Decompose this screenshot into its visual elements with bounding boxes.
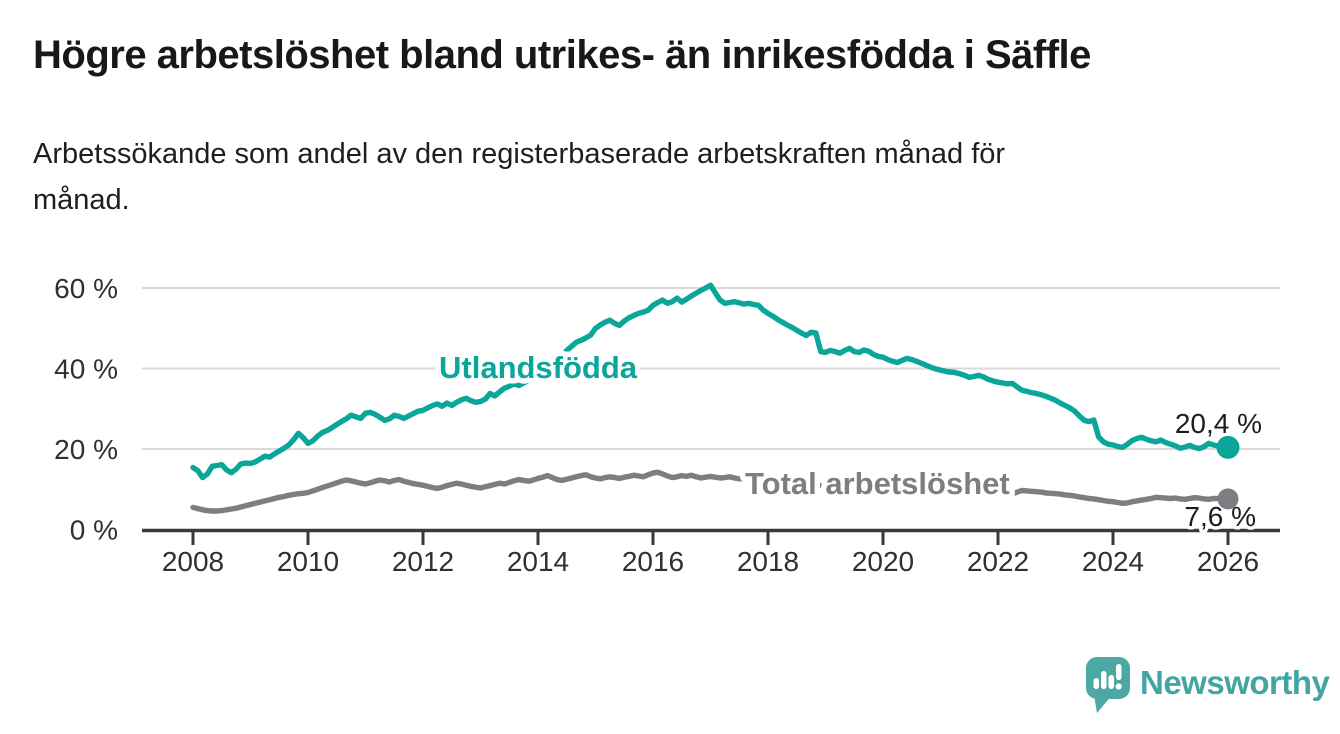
logo-bar-1 xyxy=(1093,678,1099,689)
series-line-utlandsfodda xyxy=(190,282,1231,481)
gridlines xyxy=(142,287,1280,450)
x-axis xyxy=(142,528,1280,545)
series-lines xyxy=(190,282,1231,514)
end-dots xyxy=(1216,435,1240,510)
logo-exclamation-dot xyxy=(1115,683,1122,690)
series-label-total-arbetsloshet: Total arbetslöshet xyxy=(745,466,1010,501)
brand-wordmark: Newsworthy xyxy=(1140,664,1331,701)
subtitle-line-1: Arbetssökande som andel av den registerb… xyxy=(33,138,1006,170)
y-tick-label-40: 40 % xyxy=(54,354,118,385)
subtitle-line-2: månad. xyxy=(33,184,130,216)
y-tick-label-20: 20 % xyxy=(54,434,118,465)
x-tick-label-2024: 2024 xyxy=(1082,546,1144,577)
logo-bars-icon xyxy=(1093,664,1122,690)
chart-subtitle: Arbetssökande som andel av den registerb… xyxy=(33,131,1005,223)
series-labels: Utlandsfödda Total arbetslöshet xyxy=(434,345,1016,507)
series-line-total-arbetsloshet xyxy=(190,469,1231,514)
end-value-utlandsfodda: 20,4 % xyxy=(1175,408,1262,439)
newsworthy-logo: Newsworthy xyxy=(1086,657,1331,713)
y-axis-labels: 0 % 20 % 40 % 60 % xyxy=(54,273,118,546)
x-axis-labels: 2008 2010 2012 2014 2016 2018 2020 2022 2024 2026 xyxy=(162,546,1259,577)
x-tick-label-2008: 2008 xyxy=(162,546,224,577)
x-tick-label-2016: 2016 xyxy=(622,546,684,577)
x-tick-label-2020: 2020 xyxy=(852,546,914,577)
end-dot-utlandsfodda xyxy=(1216,435,1240,459)
end-annotations: 20,4 % 7,6 % xyxy=(1171,405,1265,536)
x-tick-label-2026: 2026 xyxy=(1197,546,1259,577)
x-tick-label-2012: 2012 xyxy=(392,546,454,577)
logo-speech-bubble xyxy=(1086,657,1130,699)
x-tick-label-2010: 2010 xyxy=(277,546,339,577)
logo-bar-2 xyxy=(1101,671,1107,689)
chart-title: Högre arbetslöshet bland utrikes- än inr… xyxy=(33,33,1091,77)
logo-bar-3 xyxy=(1108,675,1114,689)
logo-bubble-tail xyxy=(1094,695,1112,713)
x-tick-label-2022: 2022 xyxy=(967,546,1029,577)
end-dot-total-arbetsloshet xyxy=(1217,488,1239,510)
x-tick-label-2018: 2018 xyxy=(737,546,799,577)
y-tick-label-0: 0 % xyxy=(70,515,118,546)
series-label-utlandsfodda: Utlandsfödda xyxy=(439,350,638,385)
x-tick-label-2014: 2014 xyxy=(507,546,569,577)
logo-exclamation-bar xyxy=(1116,664,1122,680)
y-tick-label-60: 60 % xyxy=(54,273,118,304)
